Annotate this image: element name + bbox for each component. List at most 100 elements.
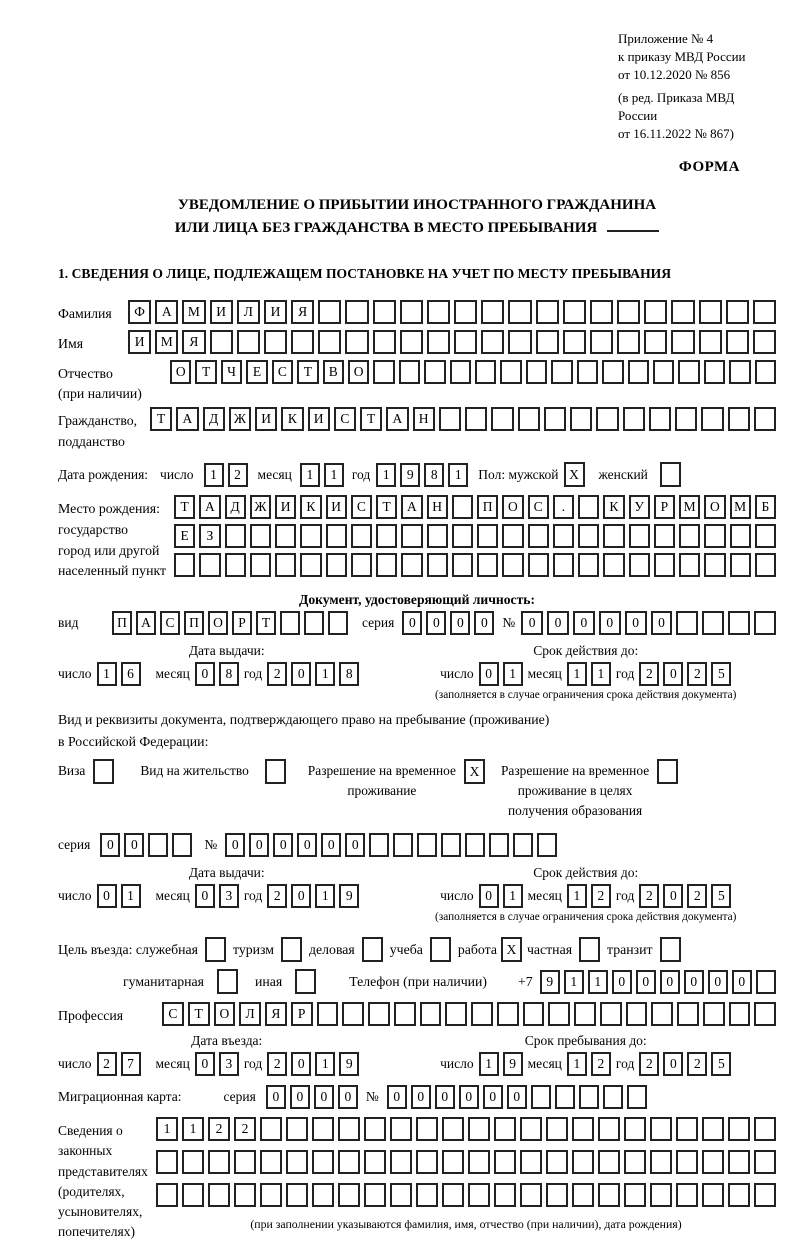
char-cell[interactable] [286, 1183, 308, 1208]
char-cell[interactable]: 1 [323, 462, 344, 487]
char-cell[interactable] [603, 524, 625, 549]
char-cell[interactable]: 0 [650, 611, 673, 635]
char-cell[interactable] [508, 329, 532, 354]
char-cell[interactable] [754, 1117, 776, 1142]
char-cell[interactable] [372, 300, 396, 325]
char-cell[interactable] [546, 1150, 568, 1175]
char-cell[interactable]: 1 [203, 462, 224, 487]
char-cell[interactable] [451, 495, 473, 520]
char-cell[interactable]: Е [246, 359, 268, 384]
purpose-tourism-checkbox[interactable] [281, 937, 303, 963]
char-cell[interactable] [442, 1117, 464, 1142]
char-cell[interactable] [617, 329, 641, 354]
char-cell[interactable] [416, 1183, 438, 1208]
char-cell[interactable] [500, 359, 522, 384]
purpose-other-checkbox[interactable] [295, 969, 317, 995]
char-cell[interactable]: 0 [313, 1085, 334, 1110]
char-cell[interactable]: 1 [478, 1052, 499, 1077]
char-cell[interactable] [372, 329, 396, 354]
char-cell[interactable] [481, 329, 505, 354]
char-cell[interactable]: О [347, 359, 370, 384]
char-cell[interactable] [729, 524, 751, 549]
char-cell[interactable]: 0 [731, 969, 752, 994]
char-cell[interactable]: О [502, 495, 524, 520]
char-cell[interactable]: А [176, 406, 199, 431]
char-cell[interactable] [579, 937, 601, 963]
char-cell[interactable] [496, 1002, 519, 1027]
char-cell[interactable] [398, 359, 421, 384]
char-cell[interactable]: Е [174, 524, 196, 549]
char-cell[interactable] [291, 329, 315, 354]
char-cell[interactable]: О [170, 359, 192, 384]
char-cell[interactable]: 0 [345, 833, 366, 858]
char-cell[interactable] [578, 524, 600, 549]
purpose-transit-checkbox[interactable] [659, 937, 681, 963]
char-cell[interactable]: 8 [218, 662, 239, 686]
char-cell[interactable]: С [350, 495, 372, 520]
char-cell[interactable] [752, 329, 777, 354]
char-cell[interactable]: С [162, 1002, 184, 1027]
char-cell[interactable] [208, 1150, 230, 1175]
char-cell[interactable] [603, 553, 625, 578]
char-cell[interactable]: 0 [291, 884, 312, 909]
char-cell[interactable]: 2 [96, 1052, 117, 1077]
char-cell[interactable] [424, 359, 446, 384]
char-cell[interactable] [390, 1117, 412, 1142]
char-cell[interactable] [570, 406, 593, 431]
char-cell[interactable] [477, 553, 499, 578]
char-cell[interactable] [754, 611, 776, 635]
char-cell[interactable]: Я [265, 1002, 287, 1027]
char-cell[interactable] [304, 611, 324, 635]
char-cell[interactable] [596, 406, 619, 431]
char-cell[interactable] [754, 524, 776, 549]
char-cell[interactable] [236, 329, 260, 354]
char-cell[interactable] [393, 1002, 416, 1027]
char-cell[interactable]: Л [239, 1002, 261, 1027]
char-cell[interactable]: И [255, 406, 278, 431]
char-cell[interactable] [172, 833, 193, 858]
char-cell[interactable]: И [307, 406, 330, 431]
char-cell[interactable] [546, 1117, 568, 1142]
char-cell[interactable] [576, 359, 599, 384]
char-cell[interactable]: 8 [424, 462, 445, 487]
char-cell[interactable]: 0 [663, 662, 684, 686]
char-cell[interactable]: Ч [220, 359, 243, 384]
char-cell[interactable]: И [325, 495, 347, 520]
char-cell[interactable]: 1 [587, 969, 608, 994]
char-cell[interactable] [598, 1150, 620, 1175]
char-cell[interactable] [671, 300, 695, 325]
char-cell[interactable]: 1 [566, 1052, 587, 1077]
char-cell[interactable] [624, 1150, 646, 1175]
char-cell[interactable]: 1 [502, 662, 523, 686]
char-cell[interactable]: 2 [208, 1117, 230, 1142]
char-cell[interactable] [429, 937, 451, 963]
char-cell[interactable] [502, 553, 524, 578]
char-cell[interactable] [676, 611, 699, 635]
char-cell[interactable]: 0 [426, 611, 447, 635]
char-cell[interactable] [216, 969, 238, 995]
char-cell[interactable] [417, 833, 438, 858]
char-cell[interactable]: 0 [624, 611, 647, 635]
char-cell[interactable] [752, 300, 777, 325]
char-cell[interactable] [650, 1183, 672, 1208]
char-cell[interactable]: 0 [683, 969, 704, 994]
char-cell[interactable]: 2 [687, 662, 708, 686]
purpose-business-checkbox[interactable] [361, 937, 383, 963]
char-cell[interactable] [729, 359, 751, 384]
char-cell[interactable] [535, 300, 559, 325]
char-cell[interactable] [295, 969, 317, 995]
char-cell[interactable]: С [333, 406, 356, 431]
purpose-study-checkbox[interactable] [429, 937, 451, 963]
char-cell[interactable] [393, 833, 414, 858]
char-cell[interactable]: 0 [291, 1052, 312, 1077]
char-cell[interactable] [156, 1150, 178, 1175]
char-cell[interactable]: 0 [707, 969, 728, 994]
